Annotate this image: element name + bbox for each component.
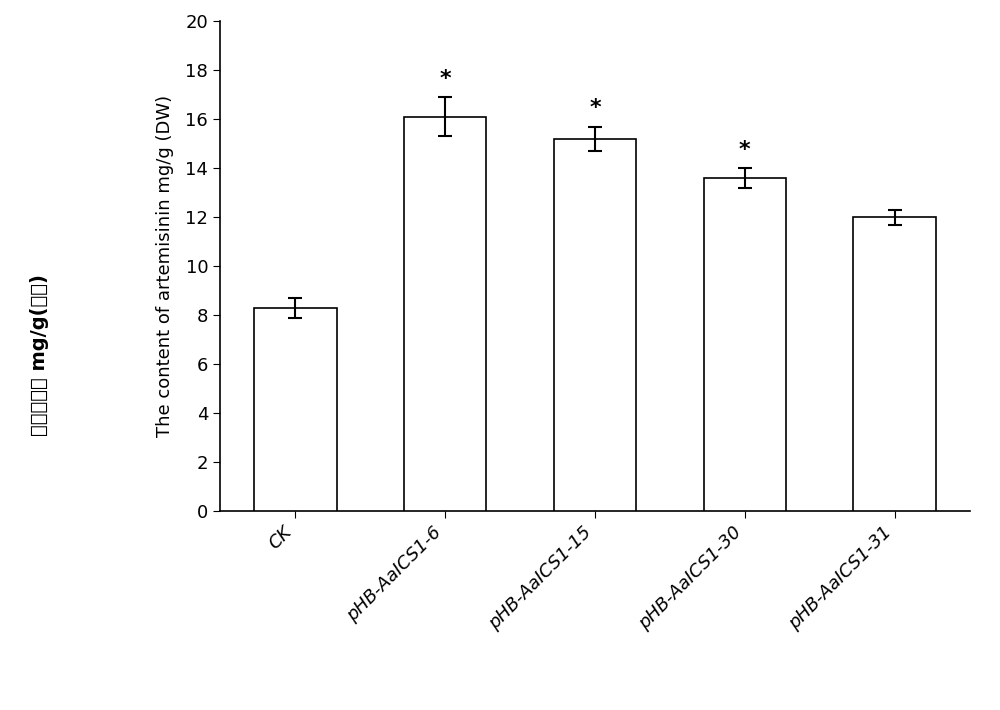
Bar bbox=[254, 308, 337, 511]
Text: *: * bbox=[439, 69, 451, 89]
Y-axis label: The content of artemisinin mg/g (DW): The content of artemisinin mg/g (DW) bbox=[156, 95, 174, 437]
Text: *: * bbox=[739, 140, 751, 160]
Text: 青蒿素含量 mg/g(干重): 青蒿素含量 mg/g(干重) bbox=[30, 274, 50, 436]
Bar bbox=[554, 139, 636, 511]
Bar bbox=[704, 178, 786, 511]
Bar bbox=[853, 217, 936, 511]
Text: *: * bbox=[589, 98, 601, 118]
Bar bbox=[404, 117, 486, 511]
